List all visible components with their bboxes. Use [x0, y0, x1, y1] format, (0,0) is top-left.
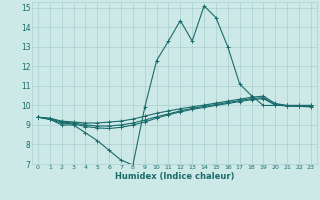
X-axis label: Humidex (Indice chaleur): Humidex (Indice chaleur)	[115, 172, 234, 181]
